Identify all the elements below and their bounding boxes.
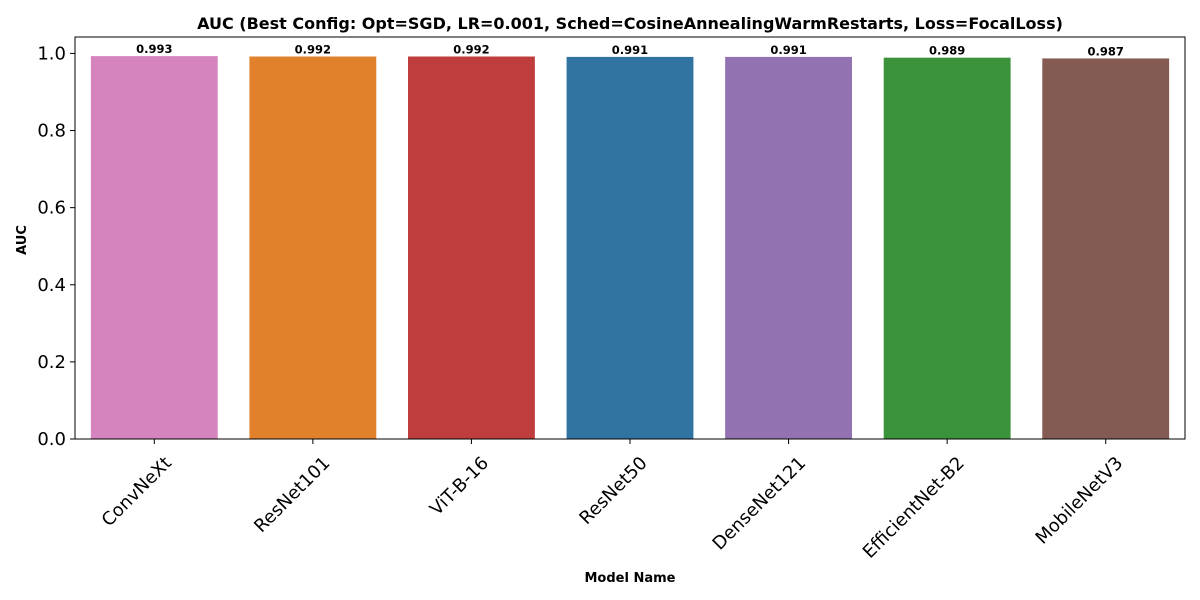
x-tick-label: ViT-B-16 [426, 453, 493, 520]
bar-resnet101 [249, 56, 377, 439]
value-label: 0.989 [929, 44, 965, 58]
value-label: 0.987 [1088, 44, 1124, 58]
y-axis-label: AUC [15, 225, 30, 255]
value-label: 0.992 [295, 43, 331, 57]
x-tick-label: ConvNeXt [98, 453, 176, 531]
x-axis: ConvNeXt ResNet101 ViT-B-16 ResNet50 DenseNe… [98, 439, 1128, 563]
y-tick-label: 0.4 [37, 275, 66, 296]
y-tick-label: 0.2 [37, 352, 66, 373]
y-tick-label: 0.0 [37, 429, 66, 450]
bar-convnext [90, 56, 218, 439]
value-label: 0.991 [770, 43, 806, 57]
chart-title: AUC (Best Config: Opt=SGD, LR=0.001, Sch… [197, 14, 1063, 33]
value-label: 0.991 [612, 43, 648, 57]
y-tick-label: 1.0 [37, 43, 66, 64]
bar-mobilenetv3 [1042, 58, 1170, 440]
plot-frame [74, 36, 1186, 440]
x-tick-label: DenseNet121 [709, 453, 811, 555]
x-axis-label: Model Name [585, 571, 676, 586]
bar-densenet121 [725, 56, 852, 440]
y-tick-label: 0.8 [37, 121, 66, 142]
value-label: 0.993 [136, 42, 172, 56]
value-labels-group: 0.993 0.992 0.992 0.991 0.991 0.989 0.987 [136, 42, 1124, 58]
y-axis: 0.0 0.2 0.4 0.6 0.8 1.0 [37, 43, 75, 450]
bar-resnet50 [566, 56, 694, 440]
bar-vit-b-16 [408, 56, 535, 439]
value-label: 0.992 [453, 43, 489, 57]
x-tick-label: MobileNetV3 [1032, 453, 1128, 549]
y-tick-label: 0.6 [37, 198, 66, 219]
x-tick-label: EfficientNet-B2 [859, 453, 969, 563]
x-tick-label: ResNet101 [250, 453, 334, 537]
x-tick-label: ResNet50 [575, 453, 651, 529]
bars-group [90, 56, 1170, 440]
bar-efficientnet-b2 [883, 57, 1011, 439]
